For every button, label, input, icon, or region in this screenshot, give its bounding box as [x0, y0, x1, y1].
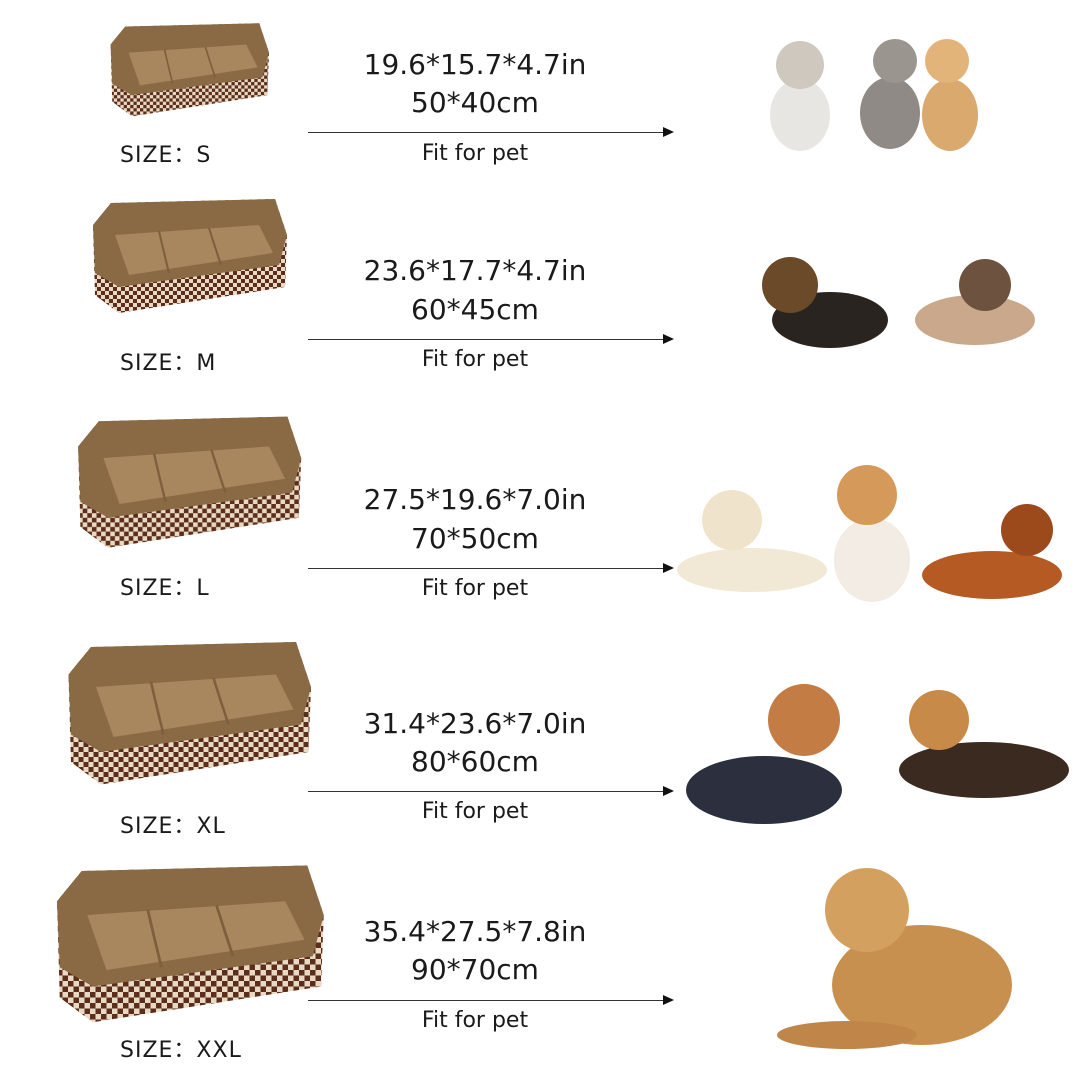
fit-for-pet-label: Fit for pet — [421, 799, 529, 824]
beagle-icon — [899, 690, 1069, 798]
corgi-icon — [834, 465, 910, 602]
dimensions-inches: 23.6*17.7*4.7in — [363, 254, 587, 287]
golden-retriever-image — [777, 868, 1012, 1049]
size-label: SIZE：M — [120, 351, 217, 376]
dimensions-inches: 27.5*19.6*7.0in — [363, 483, 587, 516]
large-dogs-image — [686, 684, 1069, 824]
arrow-icon — [308, 334, 674, 344]
pet-bed-m-image — [88, 195, 290, 315]
arrow-icon — [308, 563, 674, 573]
size-label: SIZE：S — [120, 143, 212, 168]
small-dogs-image — [762, 257, 1035, 348]
fit-for-pet-label: Fit for pet — [421, 347, 529, 372]
cats-image — [770, 39, 978, 151]
dimensions-inches: 19.6*15.7*4.7in — [363, 48, 587, 81]
small-dog-icon — [915, 259, 1035, 345]
pet-bed-xxl-image — [50, 860, 328, 1025]
dimensions-cm: 90*70cm — [411, 953, 539, 986]
puppy-icon — [677, 490, 827, 592]
arrow-icon — [308, 995, 674, 1005]
medium-dogs-image — [677, 465, 1062, 602]
dimensions-cm: 70*50cm — [411, 522, 539, 555]
dimensions-cm: 60*45cm — [411, 293, 539, 326]
golden-retriever-icon — [777, 868, 1012, 1049]
arrow-icon — [308, 786, 674, 796]
cat-icon — [922, 39, 978, 151]
fit-for-pet-label: Fit for pet — [421, 1008, 529, 1033]
size-label: SIZE：L — [120, 576, 210, 601]
dimensions-cm: 80*60cm — [411, 745, 539, 778]
cat-icon — [770, 41, 830, 151]
dimensions-inches: 31.4*23.6*7.0in — [363, 707, 587, 740]
size-label: SIZE：XL — [120, 814, 226, 839]
arrow-icon — [308, 127, 674, 137]
small-dog-icon — [762, 257, 888, 348]
fit-for-pet-label: Fit for pet — [421, 576, 529, 601]
dimensions-cm: 50*40cm — [411, 86, 539, 119]
size-label: SIZE：XXL — [120, 1038, 242, 1063]
fit-for-pet-label: Fit for pet — [421, 141, 529, 166]
dimensions-inches: 35.4*27.5*7.8in — [363, 915, 587, 948]
pet-bed-xl-image — [62, 637, 315, 787]
cat-icon — [860, 39, 920, 149]
spaniel-icon — [922, 504, 1062, 599]
pet-bed-l-image — [72, 412, 305, 550]
pet-bed-s-image — [105, 20, 273, 118]
corgi-icon — [686, 684, 842, 824]
